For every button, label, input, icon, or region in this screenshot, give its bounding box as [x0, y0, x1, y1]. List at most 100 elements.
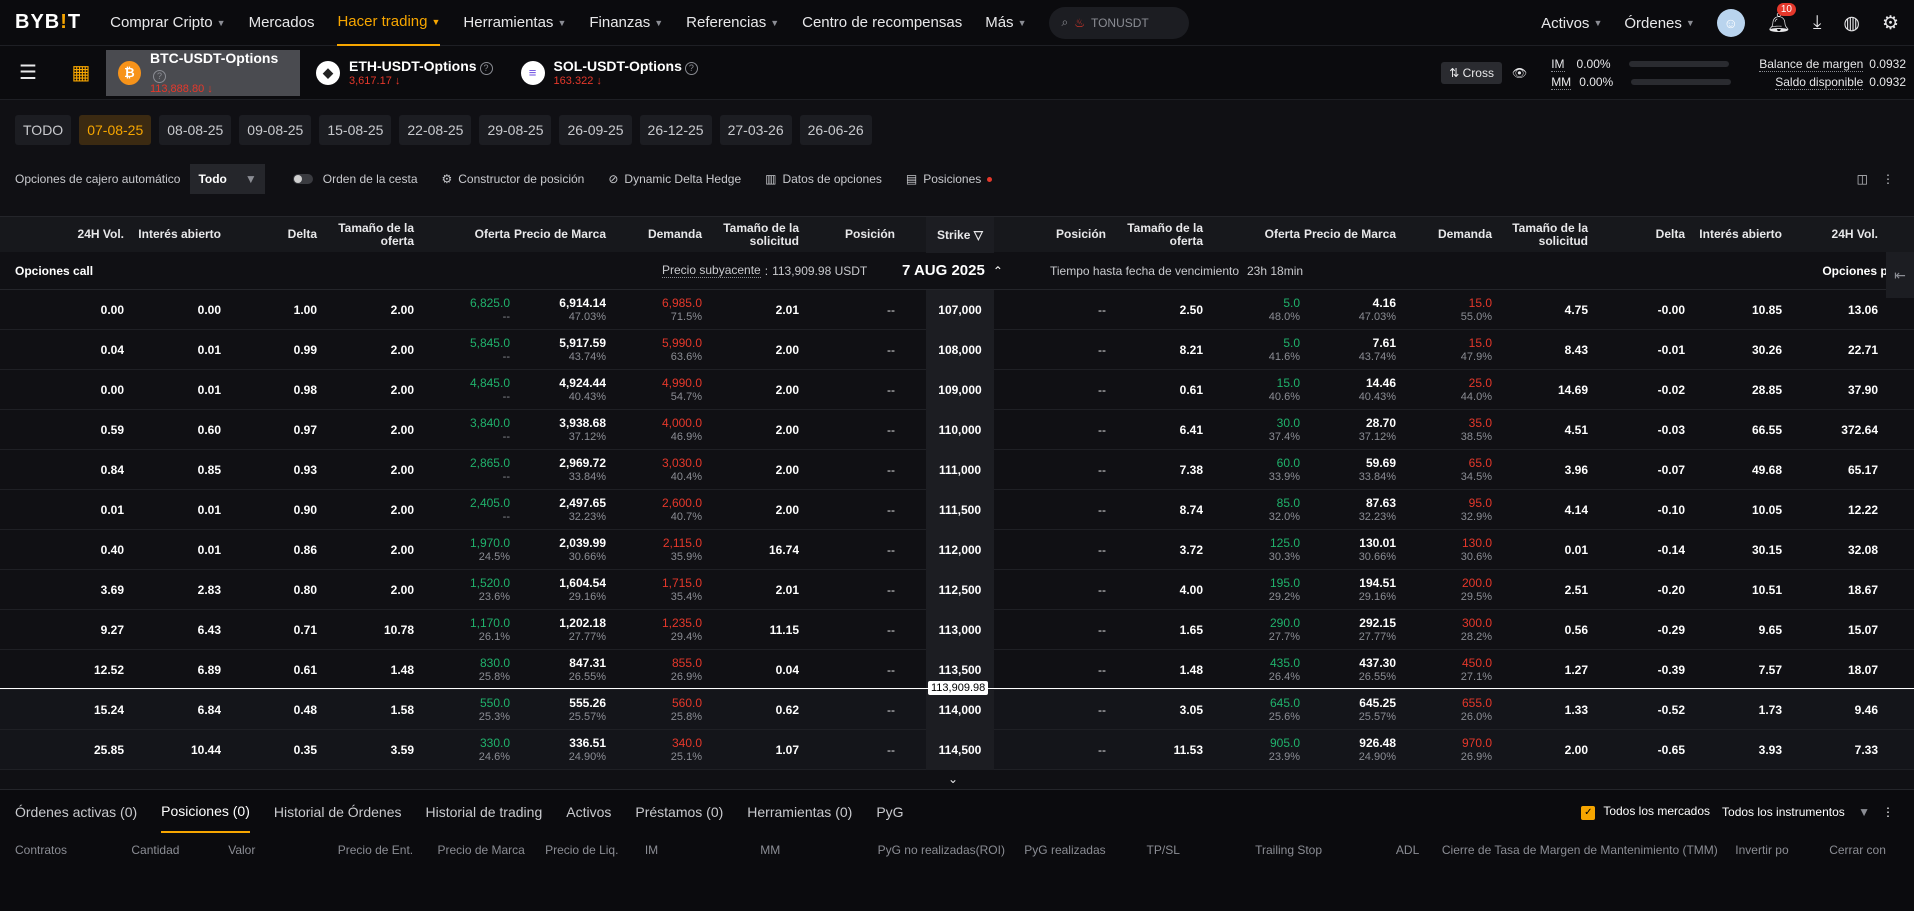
- table-row[interactable]: 12.52 6.89 0.61 1.48 830.0 25.8% 847.31 26.55% 8…: [0, 649, 1914, 690]
- bybit-logo[interactable]: BYB!T: [15, 11, 82, 33]
- call-bid[interactable]: 1,970.0 24.5%: [414, 536, 510, 564]
- date-tab[interactable]: 26-06-26: [799, 115, 872, 145]
- table-row[interactable]: 0.40 0.01 0.86 2.00 1,970.0 24.5% 2,039.99 30.6…: [0, 529, 1914, 570]
- more-icon[interactable]: ⋮: [1882, 172, 1894, 186]
- put-bid[interactable]: 5.0 48.0%: [1203, 296, 1300, 324]
- more-icon[interactable]: ⋮: [1882, 805, 1894, 819]
- nav-orders[interactable]: Órdenes ▼: [1624, 14, 1695, 32]
- globe-icon[interactable]: ◍: [1843, 12, 1860, 34]
- date-tab[interactable]: 22-08-25: [399, 115, 472, 145]
- menu-icon[interactable]: ☰: [19, 62, 37, 84]
- call-ask[interactable]: 1,235.0 29.4%: [606, 616, 702, 644]
- table-row[interactable]: 0.00 0.00 1.00 2.00 6,825.0 -- 6,914.14 47.03% 6…: [0, 289, 1914, 330]
- atm-select[interactable]: Todo ▼: [190, 164, 265, 194]
- date-tab[interactable]: 29-08-25: [479, 115, 552, 145]
- date-tab[interactable]: 26-12-25: [639, 115, 712, 145]
- call-bid[interactable]: 1,170.0 26.1%: [414, 616, 510, 644]
- collapse-panel-icon[interactable]: ⇤: [1886, 252, 1914, 298]
- chevron-up-icon[interactable]: ⌃: [992, 263, 1003, 278]
- help-icon[interactable]: ?: [479, 62, 493, 75]
- put-ask[interactable]: 35.0 38.5%: [1396, 416, 1492, 444]
- table-row[interactable]: 0.84 0.85 0.93 2.00 2,865.0 -- 2,969.72 33.84% 3…: [0, 449, 1914, 490]
- table-row[interactable]: 9.27 6.43 0.71 10.78 1,170.0 26.1% 1,202.18 27.…: [0, 609, 1914, 650]
- symbol-tab-sol[interactable]: ≡ SOL-USDT-Options? 163.322 ↓: [509, 50, 710, 96]
- margin-mode-button[interactable]: ⇅ Cross: [1441, 62, 1502, 84]
- table-row[interactable]: 0.01 0.01 0.90 2.00 2,405.0 -- 2,497.65 32.23% 2…: [0, 489, 1914, 530]
- put-bid[interactable]: 435.0 26.4%: [1203, 656, 1300, 684]
- table-row[interactable]: 0.04 0.01 0.99 2.00 5,845.0 -- 5,917.59 43.74% 5…: [0, 329, 1914, 370]
- basket-order-label[interactable]: Orden de la cesta: [322, 172, 418, 186]
- call-bid[interactable]: 330.0 24.6%: [414, 736, 510, 764]
- position-builder-button[interactable]: ⚙ Constructor de posición: [441, 172, 585, 186]
- put-bid[interactable]: 290.0 27.7%: [1203, 616, 1300, 644]
- date-tab[interactable]: 09-08-25: [239, 115, 312, 145]
- nav-referrals[interactable]: Referencias ▼: [686, 14, 780, 31]
- put-bid[interactable]: 5.0 41.6%: [1203, 336, 1300, 364]
- date-tab[interactable]: 07-08-25: [79, 115, 152, 145]
- all-markets-checkbox[interactable]: ✓ Todos los mercados: [1581, 804, 1710, 820]
- call-bid[interactable]: 3,840.0 --: [414, 416, 510, 444]
- nav-markets[interactable]: Mercados: [248, 14, 315, 31]
- call-ask[interactable]: 2,600.0 40.7%: [606, 496, 702, 524]
- avatar[interactable]: ☺: [1716, 9, 1745, 37]
- tab-loans[interactable]: Préstamos (0): [635, 804, 724, 820]
- put-bid[interactable]: 195.0 29.2%: [1203, 576, 1300, 604]
- call-ask[interactable]: 4,990.0 54.7%: [606, 376, 702, 404]
- tab-positions[interactable]: Posiciones (0): [161, 791, 250, 833]
- put-ask[interactable]: 200.0 29.5%: [1396, 576, 1492, 604]
- filter-icon[interactable]: ▽: [973, 227, 983, 242]
- search-input[interactable]: ⌕ ♨ TONUSDT: [1049, 6, 1190, 39]
- tab-order-history[interactable]: Historial de Órdenes: [273, 804, 402, 820]
- call-ask[interactable]: 560.0 25.8%: [606, 696, 702, 724]
- instruments-select[interactable]: Todos los instrumentos ▼: [1722, 805, 1870, 819]
- put-ask[interactable]: 15.0 55.0%: [1396, 296, 1492, 324]
- tab-assets[interactable]: Activos: [566, 804, 612, 820]
- date-tab[interactable]: 26-09-25: [559, 115, 632, 145]
- call-ask[interactable]: 1,715.0 35.4%: [606, 576, 702, 604]
- table-row[interactable]: 3.69 2.83 0.80 2.00 1,520.0 23.6% 1,604.54 29.1…: [0, 569, 1914, 610]
- put-ask[interactable]: 300.0 28.2%: [1396, 616, 1492, 644]
- put-ask[interactable]: 65.0 34.5%: [1396, 456, 1492, 484]
- put-ask[interactable]: 450.0 27.1%: [1396, 656, 1492, 684]
- call-ask[interactable]: 6,985.0 71.5%: [606, 296, 702, 324]
- call-ask[interactable]: 340.0 25.1%: [606, 736, 702, 764]
- put-ask[interactable]: 655.0 26.0%: [1396, 696, 1492, 724]
- layout-icon[interactable]: ◫: [1856, 172, 1868, 186]
- settings-icon[interactable]: ⚙: [1881, 12, 1899, 34]
- call-bid[interactable]: 550.0 25.3%: [414, 696, 510, 724]
- call-bid[interactable]: 1,520.0 23.6%: [414, 576, 510, 604]
- tab-pnl[interactable]: PyG: [876, 804, 904, 820]
- call-ask[interactable]: 5,990.0 63.6%: [606, 336, 702, 364]
- chevron-down-icon[interactable]: ⌄: [948, 772, 959, 786]
- put-ask[interactable]: 25.0 44.0%: [1396, 376, 1492, 404]
- put-bid[interactable]: 645.0 25.6%: [1203, 696, 1300, 724]
- put-bid[interactable]: 905.0 23.9%: [1203, 736, 1300, 764]
- put-ask[interactable]: 130.0 30.6%: [1396, 536, 1492, 564]
- put-ask[interactable]: 15.0 47.9%: [1396, 336, 1492, 364]
- put-bid[interactable]: 125.0 30.3%: [1203, 536, 1300, 564]
- nav-rewards[interactable]: Centro de recompensas: [802, 14, 963, 31]
- call-ask[interactable]: 855.0 26.9%: [606, 656, 702, 684]
- put-ask[interactable]: 95.0 32.9%: [1396, 496, 1492, 524]
- delta-hedge-button[interactable]: ⊘ Dynamic Delta Hedge: [608, 172, 742, 186]
- call-ask[interactable]: 2,115.0 35.9%: [606, 536, 702, 564]
- tab-tools[interactable]: Herramientas (0): [747, 804, 853, 820]
- nav-finance[interactable]: Finanzas ▼: [589, 14, 664, 31]
- call-bid[interactable]: 4,845.0 --: [414, 376, 510, 404]
- call-bid[interactable]: 6,825.0 --: [414, 296, 510, 324]
- nav-more[interactable]: Más ▼: [985, 14, 1027, 31]
- nav-assets[interactable]: Activos ▼: [1541, 14, 1603, 32]
- date-tab[interactable]: TODO: [15, 115, 72, 145]
- tab-active-orders[interactable]: Órdenes activas (0): [15, 804, 138, 820]
- table-row[interactable]: 25.85 10.44 0.35 3.59 330.0 24.6% 336.51 24.90%…: [0, 729, 1914, 770]
- date-tab[interactable]: 15-08-25: [319, 115, 392, 145]
- table-row[interactable]: 0.59 0.60 0.97 2.00 3,840.0 -- 3,938.68 37.12% 4…: [0, 409, 1914, 450]
- put-ask[interactable]: 970.0 26.9%: [1396, 736, 1492, 764]
- bell-icon[interactable]: 🔔︎ 10: [1767, 3, 1796, 35]
- call-bid[interactable]: 5,845.0 --: [414, 336, 510, 364]
- help-icon[interactable]: ?: [152, 70, 166, 83]
- tab-trade-history[interactable]: Historial de trading: [425, 804, 543, 820]
- date-tab[interactable]: 27-03-26: [719, 115, 792, 145]
- nav-buy-crypto[interactable]: Comprar Cripto ▼: [110, 14, 226, 31]
- eye-icon[interactable]: 👁︎: [1511, 66, 1528, 80]
